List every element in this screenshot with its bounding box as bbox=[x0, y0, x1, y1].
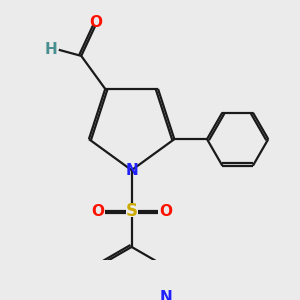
Text: S: S bbox=[126, 202, 138, 220]
Text: O: O bbox=[91, 203, 104, 218]
Text: O: O bbox=[159, 203, 172, 218]
Text: N: N bbox=[159, 290, 172, 300]
Text: H: H bbox=[45, 42, 58, 57]
Text: O: O bbox=[89, 14, 102, 29]
Text: N: N bbox=[125, 163, 138, 178]
